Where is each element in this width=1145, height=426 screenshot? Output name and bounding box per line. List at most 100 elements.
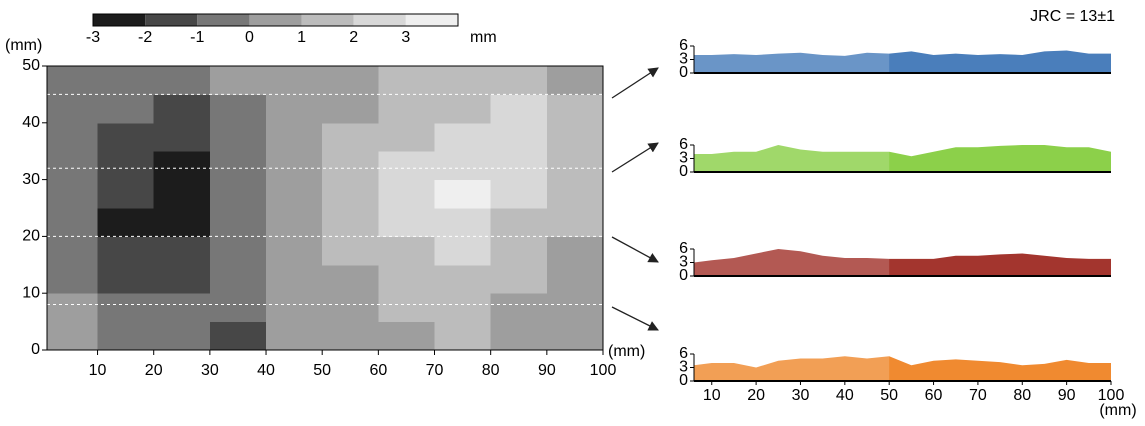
y-tick-label: 3 [679,359,688,376]
colorbar-swatch [145,14,198,26]
cell [209,236,267,266]
cell [322,264,379,294]
cell [490,179,548,209]
cell [378,236,436,266]
y-tick-label: 20 [22,228,40,245]
x-tick-label: 90 [1058,387,1076,404]
cell [322,293,379,323]
y-tick-label: 6 [679,37,688,54]
cell [378,122,436,152]
x-tick-label: 70 [969,387,987,404]
cell [153,236,211,266]
cell [490,66,548,95]
cell [153,208,211,237]
profile-area [694,249,1111,276]
cell [378,151,436,181]
cell [47,151,99,181]
cell [209,151,267,181]
y-tick-label: 0 [679,372,688,389]
x-tick-label: 60 [369,362,387,379]
cell [97,321,155,350]
colorbar-swatch [353,14,406,26]
y-tick-label: 0 [679,267,688,284]
cell [47,293,99,323]
cell [546,66,603,95]
cell [266,179,323,209]
colorbar-swatch [405,14,458,26]
y-tick-label: 0 [679,64,688,81]
cell [490,122,548,152]
cell [490,94,548,124]
x-tick-label: 50 [313,362,331,379]
cell [47,236,99,266]
x-tick-label: 30 [792,387,810,404]
colorbar-swatch [197,14,250,26]
cell [546,151,603,181]
cell [434,236,492,266]
cell [266,208,323,237]
cell [434,151,492,181]
cell [153,94,211,124]
y-tick-label: 6 [679,136,688,153]
cell [490,321,548,350]
cell [97,179,155,209]
cell [47,264,99,294]
y-tick-label: 0 [679,163,688,180]
colorbar-frame [92,13,459,27]
left-shade [694,42,890,73]
cell [322,94,379,124]
cell [546,321,603,350]
profile-area [694,145,1111,172]
annotation: JRC = 13±1 [1030,8,1115,25]
cell [97,293,155,323]
cell [97,94,155,124]
x-tick-label: 50 [880,387,898,404]
plot-frame [46,65,604,351]
cell [546,94,603,124]
colorbar-tick-label: 1 [297,29,306,46]
cell [322,208,379,237]
cell [47,94,99,124]
cell [434,66,492,95]
cell [97,264,155,294]
cell [97,208,155,237]
x-tick-label: 90 [538,362,556,379]
x-tick-label: 100 [1098,387,1125,404]
cell [378,66,436,95]
cell [378,264,436,294]
x-tick-label: 30 [201,362,219,379]
x-tick-label: 70 [426,362,444,379]
x-axis-label: (mm) [608,343,645,360]
cell [209,122,267,152]
left-shade [694,350,890,381]
y-tick-label: 3 [679,150,688,167]
y-tick-label: 50 [22,57,40,74]
cell [266,66,323,95]
cell [322,151,379,181]
arrow [611,306,659,331]
colorbar-tick-label: 0 [245,29,254,46]
cell [153,151,211,181]
colorbar-swatch [93,14,146,26]
y-tick-label: 3 [679,254,688,271]
cell [378,208,436,237]
y-tick-label: 3 [679,51,688,68]
cell [322,122,379,152]
x-axis-label: (mm) [1099,402,1136,419]
cell [546,208,603,237]
cell [546,264,603,294]
colorbar-tick-label: 2 [349,29,358,46]
cell [47,179,99,209]
x-tick-label: 40 [257,362,275,379]
cell [490,236,548,266]
colorbar-tick-label: -2 [138,29,152,46]
x-tick-label: 10 [89,362,107,379]
cell [47,66,99,95]
y-axis-label: (mm) [5,37,42,54]
x-tick-label: 80 [1013,387,1031,404]
arrows [611,67,659,331]
y-tick-label: 30 [22,171,40,188]
cell [546,293,603,323]
colorbar-tick-label: 3 [401,29,410,46]
contour-map [47,66,603,350]
